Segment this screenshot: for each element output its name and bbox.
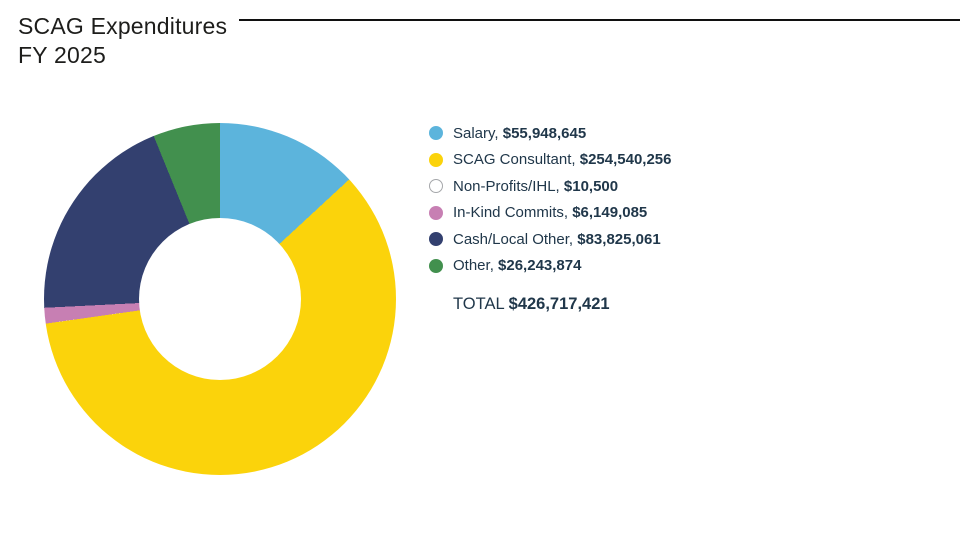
legend-value: $6,149,085 xyxy=(572,204,648,222)
legend-label: Salary xyxy=(453,124,495,142)
legend-dot-cash-local-other-icon xyxy=(429,232,443,247)
legend-value: $55,948,645 xyxy=(502,124,587,142)
total-label: TOTAL xyxy=(453,295,505,313)
legend-item-cash-local-other: Cash/Local Other, $83,825,061 xyxy=(429,226,672,253)
legend-separator: , xyxy=(571,151,580,169)
chart-legend: Salary, $55,948,645 SCAG Consultant, $25… xyxy=(429,120,672,314)
legend-dot-non-profits-ihl-icon xyxy=(429,179,443,194)
legend-separator: , xyxy=(563,204,573,222)
legend-label: Non-Profits/IHL xyxy=(453,177,556,195)
legend-label: In-Kind Commits xyxy=(453,204,564,222)
legend-label: SCAG Consultant xyxy=(453,151,572,169)
legend-value: $83,825,061 xyxy=(577,230,661,248)
legend-label: Cash/Local Other xyxy=(453,230,569,248)
page-title-line2: FY 2025 xyxy=(18,42,106,68)
legend-dot-in-kind-commits-icon xyxy=(429,205,443,220)
legend-separator: , xyxy=(555,177,564,195)
legend-dot-other-icon xyxy=(429,258,443,273)
legend-item-in-kind-commits: In-Kind Commits, $6,149,085 xyxy=(429,200,672,227)
total-value: $426,717,421 xyxy=(508,295,610,313)
donut-hole xyxy=(139,218,301,380)
legend-item-other: Other, $26,243,874 xyxy=(429,253,672,280)
legend-separator: , xyxy=(494,124,503,142)
legend-value: $254,540,256 xyxy=(579,151,672,169)
legend-label: Other xyxy=(453,257,490,275)
legend-dot-scag-consultant-icon xyxy=(429,152,443,167)
legend-dot-salary-icon xyxy=(429,126,443,141)
header-rule xyxy=(239,19,960,21)
donut-chart xyxy=(44,123,396,475)
page-title: SCAG Expenditures FY 2025 xyxy=(18,12,227,70)
total-row: TOTAL $426,717,421 xyxy=(429,295,672,314)
legend-value: $10,500 xyxy=(563,177,619,195)
legend-separator: , xyxy=(489,257,499,275)
legend-separator: , xyxy=(568,230,578,248)
legend-item-scag-consultant: SCAG Consultant, $254,540,256 xyxy=(429,147,672,174)
legend-item-salary: Salary, $55,948,645 xyxy=(429,120,672,147)
legend-value: $26,243,874 xyxy=(498,257,582,275)
page-title-line1: SCAG Expenditures xyxy=(18,13,228,39)
legend-item-non-profits-ihl: Non-Profits/IHL, $10,500 xyxy=(429,173,672,200)
